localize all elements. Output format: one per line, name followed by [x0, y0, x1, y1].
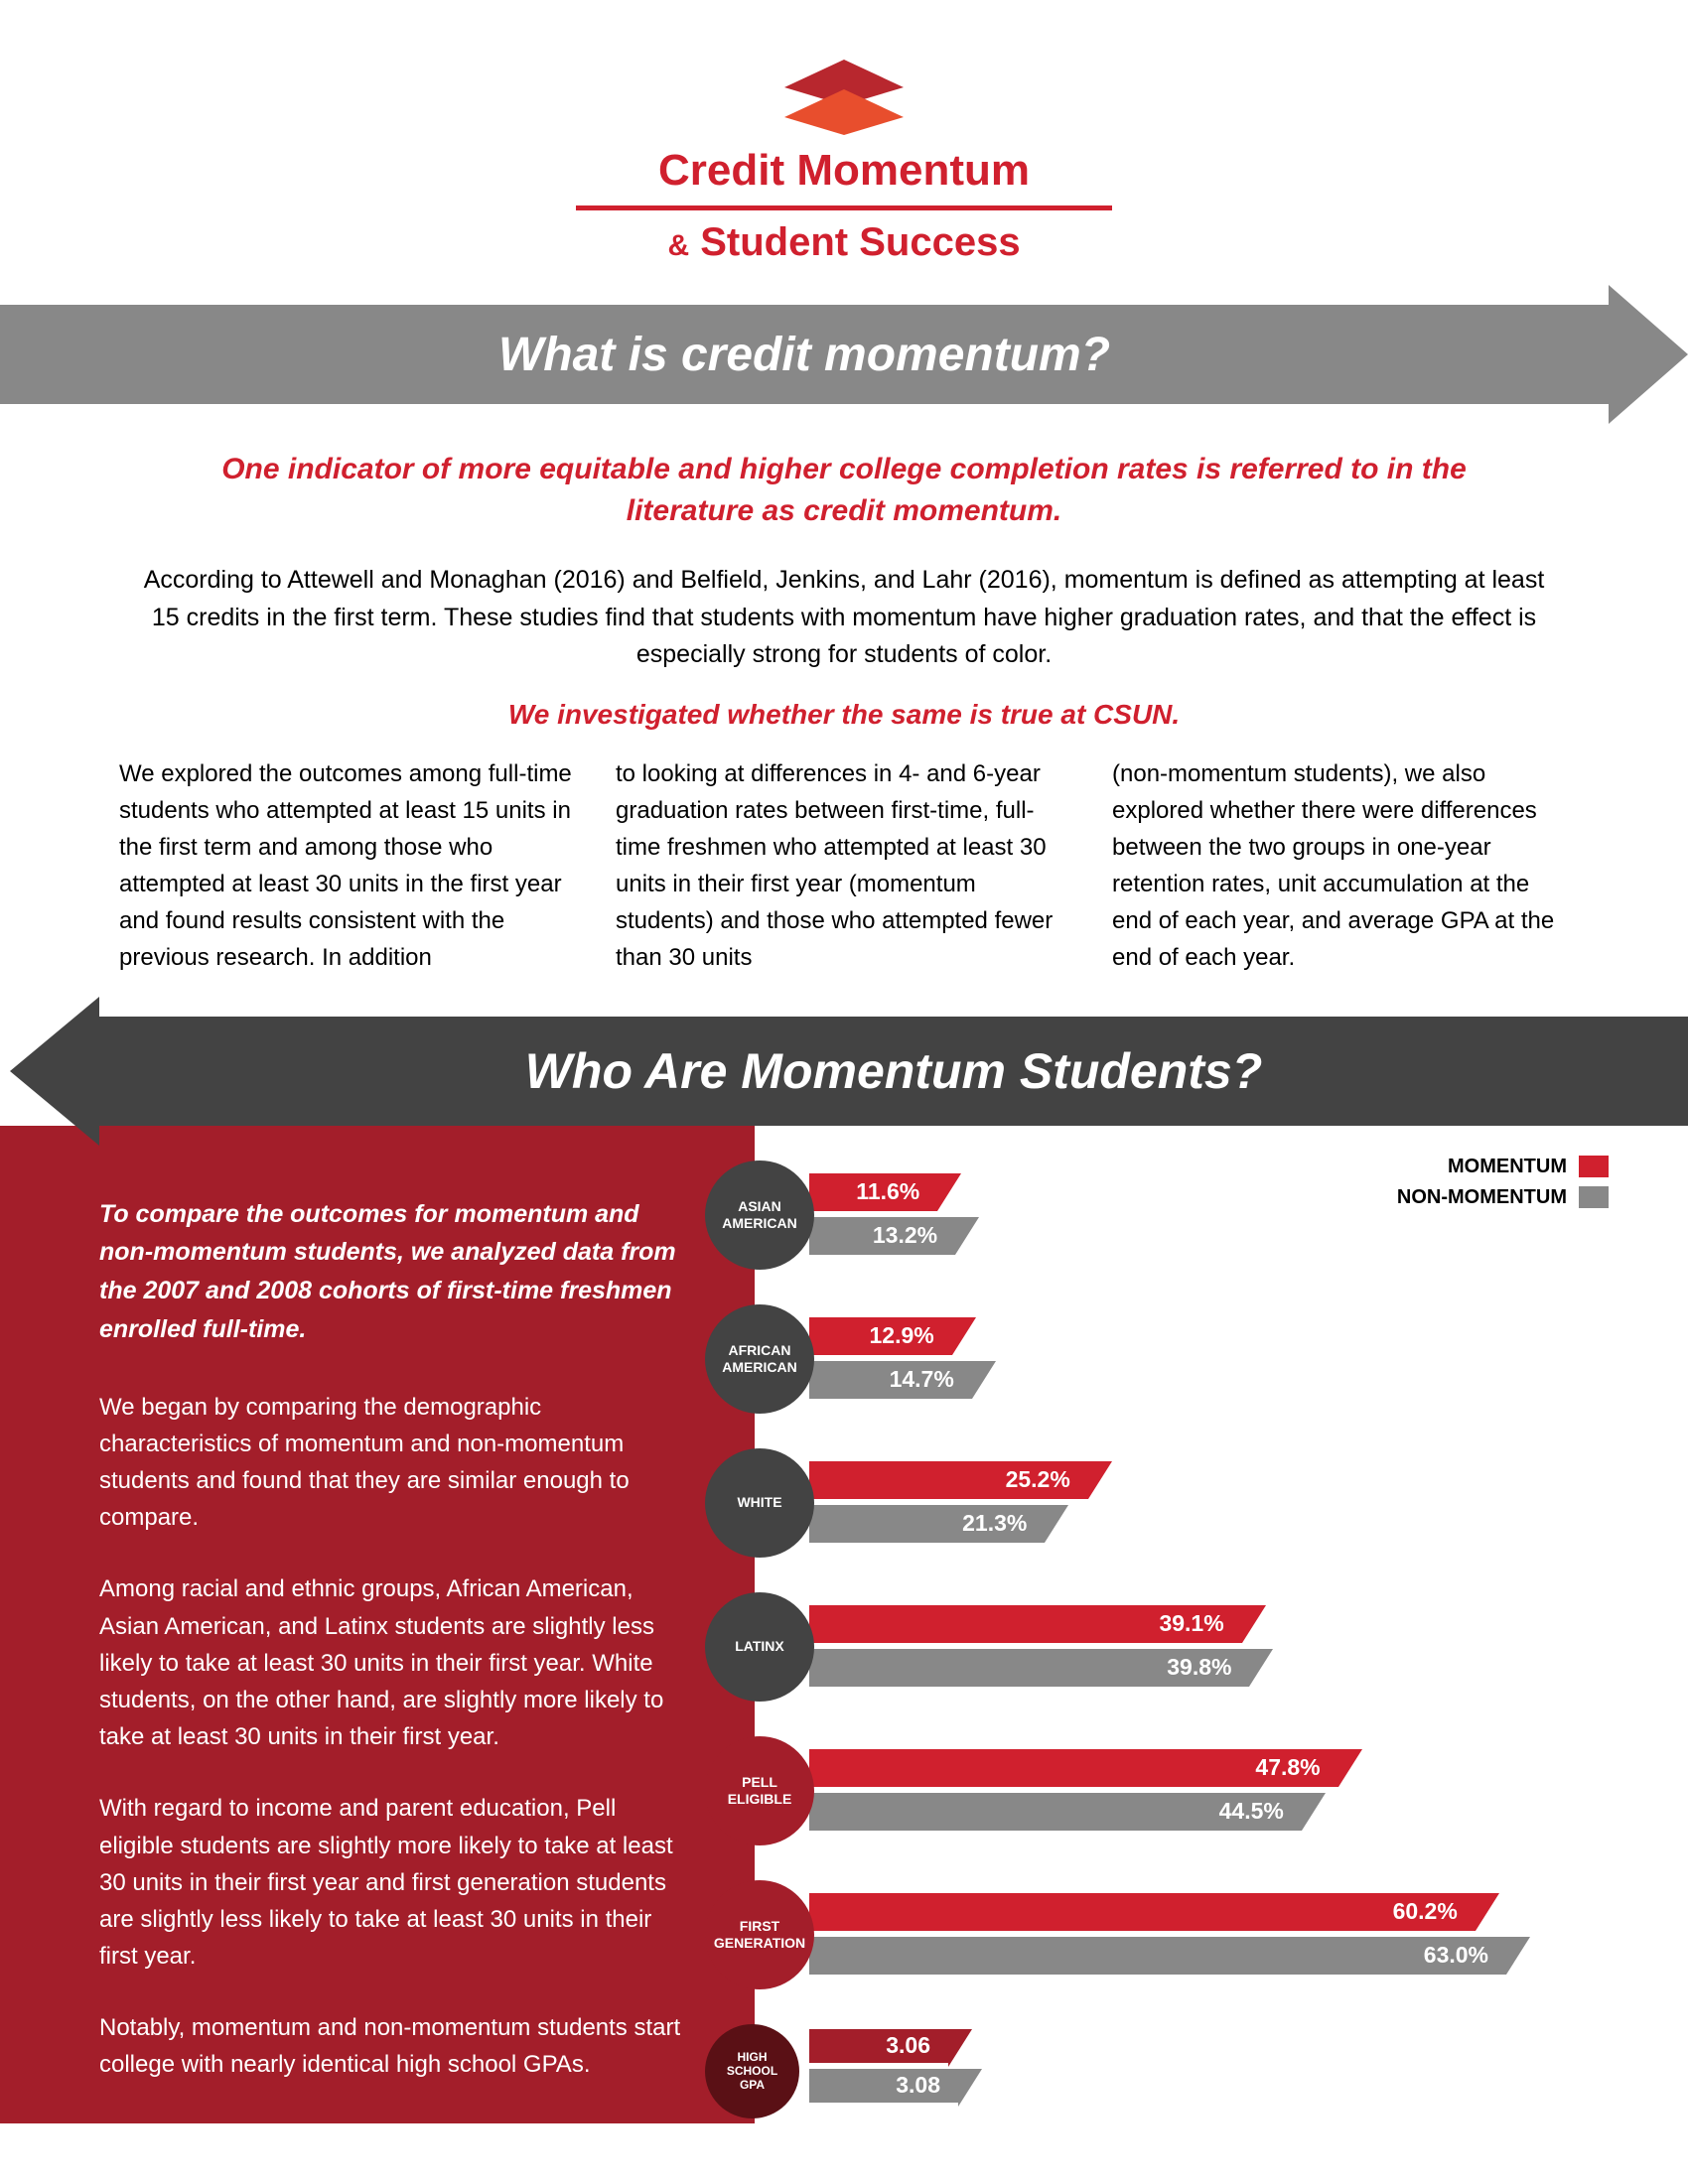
banner2-text: Who Are Momentum Students?	[525, 1042, 1263, 1100]
category-circle: FIRSTGENERATION	[705, 1880, 814, 1989]
chart-row: PELLELIGIBLE47.8%44.5%	[755, 1731, 1628, 1845]
category-circle: HIGHSCHOOLGPA	[705, 2024, 799, 2118]
bar-non-momentum: 63.0%	[809, 1937, 1506, 1975]
bar-non-momentum: 39.8%	[809, 1649, 1249, 1687]
chart-row: FIRSTGENERATION60.2%63.0%	[755, 1875, 1628, 1989]
bar-momentum: 3.06	[809, 2029, 948, 2063]
bar-momentum: 11.6%	[809, 1173, 937, 1211]
three-columns: We explored the outcomes among full-time…	[119, 755, 1569, 977]
col2: to looking at differences in 4- and 6-ye…	[616, 755, 1072, 977]
section2-p4: Notably, momentum and non-momentum stude…	[99, 2009, 695, 2083]
header: Credit Momentum & Student Success	[0, 0, 1688, 265]
bar-non-momentum: 44.5%	[809, 1793, 1302, 1831]
category-circle: WHITE	[705, 1448, 814, 1558]
bar-non-momentum: 13.2%	[809, 1217, 955, 1255]
left-text-panel: To compare the outcomes for momentum and…	[0, 1126, 755, 2123]
section2-p1: We began by comparing the demographic ch…	[99, 1389, 695, 1537]
lower-section: To compare the outcomes for momentum and…	[0, 1126, 1688, 2123]
category-circle: AFRICANAMERICAN	[705, 1304, 814, 1414]
bar-non-momentum: 14.7%	[809, 1361, 972, 1399]
banner-what-is: What is credit momentum?	[0, 305, 1688, 404]
bar-momentum: 25.2%	[809, 1461, 1088, 1499]
section2-lead: To compare the outcomes for momentum and…	[99, 1195, 695, 1349]
chart-row: WHITE25.2%21.3%	[755, 1443, 1628, 1558]
section2-p2: Among racial and ethnic groups, African …	[99, 1570, 695, 1755]
banner-who-are: Who Are Momentum Students?	[0, 1017, 1688, 1126]
section2-p3: With regard to income and parent educati…	[99, 1790, 695, 1975]
bar-non-momentum: 3.08	[809, 2069, 958, 2103]
bar-momentum: 47.8%	[809, 1749, 1338, 1787]
intro-lead: One indicator of more equitable and high…	[179, 449, 1509, 532]
title-rule	[576, 205, 1112, 210]
chart-row-gpa: HIGHSCHOOLGPA3.063.08	[755, 2019, 1628, 2114]
chart-row: ASIANAMERICAN11.6%13.2%	[755, 1156, 1628, 1270]
bar-momentum: 39.1%	[809, 1605, 1242, 1643]
banner-text: What is credit momentum?	[498, 328, 1110, 382]
intro-para: According to Attewell and Monaghan (2016…	[129, 562, 1559, 674]
bar-momentum: 60.2%	[809, 1893, 1476, 1931]
category-circle: ASIANAMERICAN	[705, 1160, 814, 1270]
logo-chevrons	[784, 60, 904, 129]
chart-row: LATINX39.1%39.8%	[755, 1587, 1628, 1702]
col3: (non-momentum students), we also explore…	[1112, 755, 1569, 977]
category-circle: LATINX	[705, 1592, 814, 1702]
col1: We explored the outcomes among full-time…	[119, 755, 576, 977]
page: Credit Momentum & Student Success What i…	[0, 0, 1688, 2184]
chart-body: ASIANAMERICAN11.6%13.2%AFRICANAMERICAN12…	[755, 1156, 1628, 2114]
chart-row: AFRICANAMERICAN12.9%14.7%	[755, 1299, 1628, 1414]
intro-lead2: We investigated whether the same is true…	[0, 699, 1688, 731]
title-line2: & Student Success	[0, 220, 1688, 265]
category-circle: PELLELIGIBLE	[705, 1736, 814, 1845]
demographics-chart: MOMENTUM NON-MOMENTUM ASIANAMERICAN11.6%…	[755, 1126, 1688, 2123]
bar-non-momentum: 21.3%	[809, 1505, 1045, 1543]
bar-momentum: 12.9%	[809, 1317, 952, 1355]
title-line1: Credit Momentum	[0, 146, 1688, 196]
